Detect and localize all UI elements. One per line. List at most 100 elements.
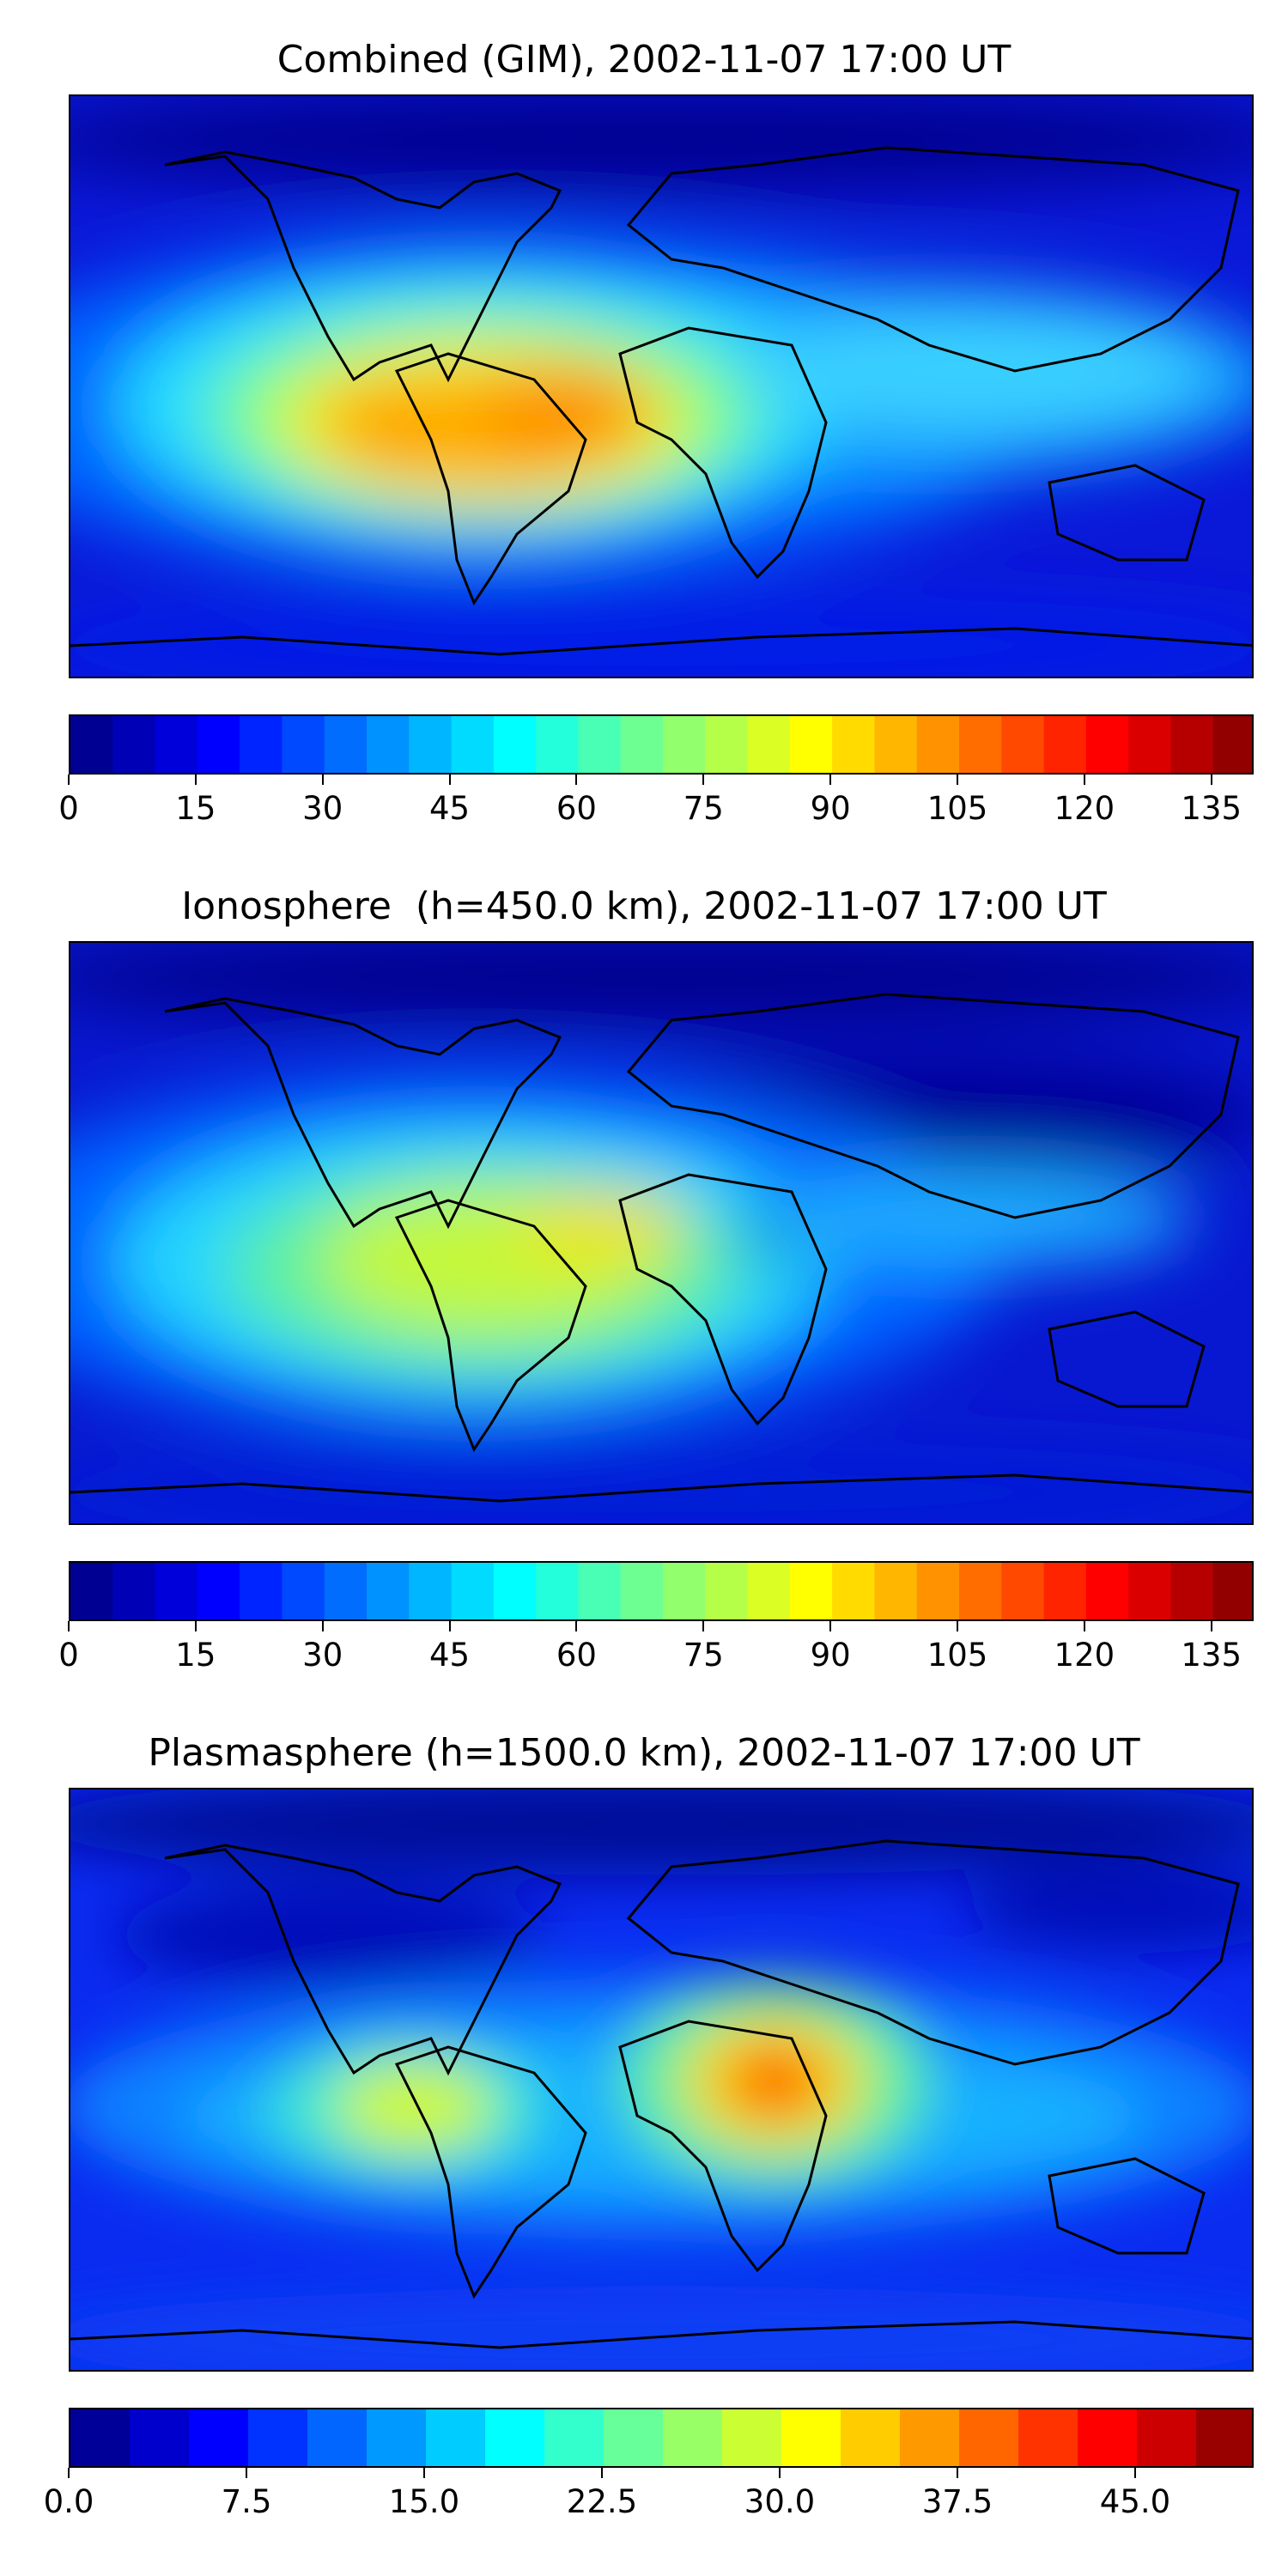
colorbar-tick-label: 7.5 [221, 2483, 272, 2520]
colorbar-level-5 [282, 1563, 325, 1619]
colorbar-level-19 [874, 1563, 918, 1619]
colorbar-tick-label: 15 [175, 1637, 216, 1674]
colorbar-tick-label: 0.0 [43, 2483, 94, 2520]
colorbar-level-7 [367, 1563, 410, 1619]
colorbar-level-0 [70, 2409, 131, 2466]
colorbar-tick-label: 0 [58, 1637, 79, 1674]
map-combined [69, 94, 1254, 678]
colorbar-tick-mark [1134, 2468, 1136, 2478]
colorbar-level-10 [493, 716, 537, 773]
colorbar-level-5 [282, 716, 325, 773]
colorbar-level-12 [578, 1563, 622, 1619]
colorbar-level-14 [663, 716, 706, 773]
colorbar-level-6 [324, 716, 368, 773]
colorbar-tick-mark [1210, 775, 1212, 785]
colorbar-level-20 [916, 1563, 960, 1619]
colorbar-level-17 [789, 1563, 833, 1619]
colorbar-level-21 [959, 716, 1002, 773]
colorbar-level-25 [1128, 716, 1172, 773]
world-map-plasmasphere [70, 1789, 1252, 2370]
colorbar-tick-mark [321, 775, 324, 785]
colorbar-level-16 [747, 716, 791, 773]
colorbar-tick-mark [1083, 775, 1085, 785]
colorbar-level-11 [722, 2409, 782, 2466]
colorbar-level-11 [536, 716, 580, 773]
colorbar-tick-mark [423, 2468, 425, 2478]
colorbar-level-15 [705, 716, 749, 773]
colorbar-level-15 [705, 1563, 749, 1619]
map-ionosphere [69, 941, 1254, 1525]
colorbar-level-7 [367, 716, 410, 773]
colorbar-tick-mark [321, 1621, 324, 1631]
colorbar-level-25 [1128, 1563, 1172, 1619]
panel-title-combined: Combined (GIM), 2002-11-07 17:00 UT [276, 38, 1012, 82]
colorbar-level-24 [1085, 716, 1129, 773]
colorbar-level-8 [409, 1563, 453, 1619]
colorbar-tick-mark [702, 775, 705, 785]
colorbar-level-2 [189, 2409, 249, 2466]
colorbar-level-23 [1043, 716, 1087, 773]
colorbar-swatches-combined [70, 716, 1252, 773]
colorbar-tick-mark [194, 775, 197, 785]
colorbar-level-14 [663, 1563, 706, 1619]
colorbar-tick-label: 45.0 [1099, 2483, 1171, 2520]
colorbar-level-18 [832, 1563, 876, 1619]
colorbar-level-6 [324, 1563, 368, 1619]
colorbar-swatches-plasmasphere [70, 2409, 1252, 2466]
colorbar-tick-label: 0 [58, 790, 79, 827]
colorbar-level-10 [493, 1563, 537, 1619]
colorbar-level-13 [620, 716, 664, 773]
colorbar-level-0 [70, 1563, 113, 1619]
colorbar-combined [69, 714, 1254, 775]
colorbar-level-13 [620, 1563, 664, 1619]
colorbar-level-1 [112, 716, 156, 773]
colorbar-level-3 [197, 1563, 240, 1619]
colorbar-tick-label: 105 [927, 790, 988, 827]
colorbar-tick-label: 135 [1181, 1637, 1242, 1674]
colorbar-level-2 [155, 716, 198, 773]
colorbar-tick-label: 30 [302, 790, 343, 827]
colorbar-tick-label: 60 [556, 1637, 597, 1674]
colorbar-tick-mark [448, 1621, 451, 1631]
colorbar-tick-mark [957, 775, 958, 785]
colorbar-tick-mark [779, 2468, 781, 2478]
colorbar-tick-mark [68, 1621, 70, 1631]
colorbar-level-20 [916, 716, 960, 773]
colorbar-ticks-combined: 0 15 30 45 60 75 90 105 120 135 [58, 775, 1254, 827]
colorbar-tick-mark [68, 2468, 70, 2478]
colorbar-level-12 [578, 716, 622, 773]
colorbar-level-17 [1078, 2409, 1138, 2466]
colorbar-ticks-ionosphere: 0 15 30 45 60 75 90 105 120 135 [58, 1621, 1254, 1674]
colorbar-tick-mark [575, 1621, 578, 1631]
world-map-combined [70, 96, 1252, 677]
colorbar-level-1 [112, 1563, 156, 1619]
colorbar-swatches-ionosphere [70, 1563, 1252, 1619]
colorbar-tick-mark [702, 1621, 705, 1631]
colorbar-plasmasphere [69, 2408, 1254, 2468]
colorbar-level-27 [1212, 716, 1252, 773]
panel-title-plasmasphere: Plasmasphere (h=1500.0 km), 2002-11-07 1… [148, 1731, 1140, 1775]
colorbar-tick-mark [957, 2468, 958, 2478]
colorbar-tick-label: 75 [683, 1637, 724, 1674]
colorbar-level-12 [781, 2409, 841, 2466]
colorbar-tick-label: 15.0 [388, 2483, 460, 2520]
colorbar-level-16 [747, 1563, 791, 1619]
colorbar-level-8 [409, 716, 453, 773]
colorbar-level-26 [1170, 1563, 1214, 1619]
colorbar-tick-mark [246, 2468, 247, 2478]
colorbar-level-24 [1085, 1563, 1129, 1619]
colorbar-tick-label: 90 [810, 790, 851, 827]
colorbar-level-26 [1170, 716, 1214, 773]
colorbar-level-6 [426, 2409, 486, 2466]
colorbar-level-4 [307, 2409, 368, 2466]
colorbar-level-7 [485, 2409, 545, 2466]
colorbar-tick-label: 37.5 [921, 2483, 993, 2520]
colorbar-level-27 [1212, 1563, 1252, 1619]
colorbar-tick-label: 75 [683, 790, 724, 827]
colorbar-level-18 [832, 716, 876, 773]
colorbar-level-19 [874, 716, 918, 773]
colorbar-level-14 [900, 2409, 960, 2466]
colorbar-level-3 [248, 2409, 308, 2466]
colorbar-tick-label: 135 [1181, 790, 1242, 827]
colorbar-level-8 [544, 2409, 605, 2466]
